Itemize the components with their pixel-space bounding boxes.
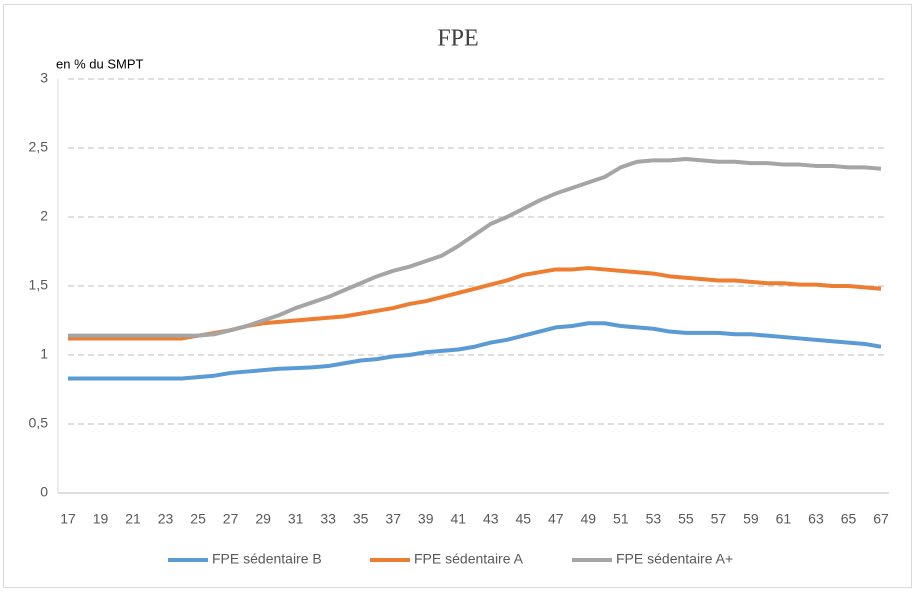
x-tick-label: 45: [515, 511, 531, 527]
y-tick-label: 2: [40, 208, 48, 224]
x-tick-label: 23: [158, 511, 174, 527]
y-tick-label: 3: [40, 70, 48, 86]
x-tick-label: 51: [613, 511, 629, 527]
y-axis-label: en % du SMPT: [56, 56, 143, 71]
y-tick-label: 2,5: [29, 139, 49, 155]
y-tick-label: 0,5: [29, 415, 49, 431]
x-tick-label: 63: [808, 511, 824, 527]
chart-frame: [3, 4, 912, 588]
x-tick-label: 25: [190, 511, 206, 527]
series-line: [68, 157, 882, 338]
legend-label: FPE sédentaire A: [414, 551, 524, 567]
x-tick-label: 53: [646, 511, 662, 527]
x-tick-label: 65: [841, 511, 857, 527]
x-tick-label: 39: [418, 511, 434, 527]
y-tick-label: 0: [40, 484, 48, 500]
x-tick-label: 55: [678, 511, 694, 527]
x-tick-label: 19: [93, 511, 109, 527]
x-tick-label: 67: [873, 511, 889, 527]
x-tick-label: 27: [223, 511, 239, 527]
x-tick-label: 61: [776, 511, 792, 527]
legend-label: FPE sédentaire B: [212, 551, 322, 567]
y-tick-label: 1: [40, 346, 48, 362]
x-tick-label: 57: [711, 511, 727, 527]
y-tick-label: 1,5: [29, 277, 49, 293]
x-tick-label: 41: [450, 511, 466, 527]
x-tick-label: 33: [320, 511, 336, 527]
x-tick-label: 49: [581, 511, 597, 527]
x-tick-label: 43: [483, 511, 499, 527]
x-tick-label: 37: [385, 511, 401, 527]
x-tick-label: 17: [60, 511, 76, 527]
x-tick-label: 35: [353, 511, 369, 527]
x-tick-label: 59: [743, 511, 759, 527]
legend-label: FPE sédentaire A+: [616, 551, 733, 567]
series-line: [68, 321, 882, 381]
chart-title: FPE: [437, 26, 478, 52]
x-tick-label: 31: [288, 511, 304, 527]
x-tick-label: 29: [255, 511, 271, 527]
x-tick-label: 21: [125, 511, 141, 527]
x-tick-label: 47: [548, 511, 564, 527]
